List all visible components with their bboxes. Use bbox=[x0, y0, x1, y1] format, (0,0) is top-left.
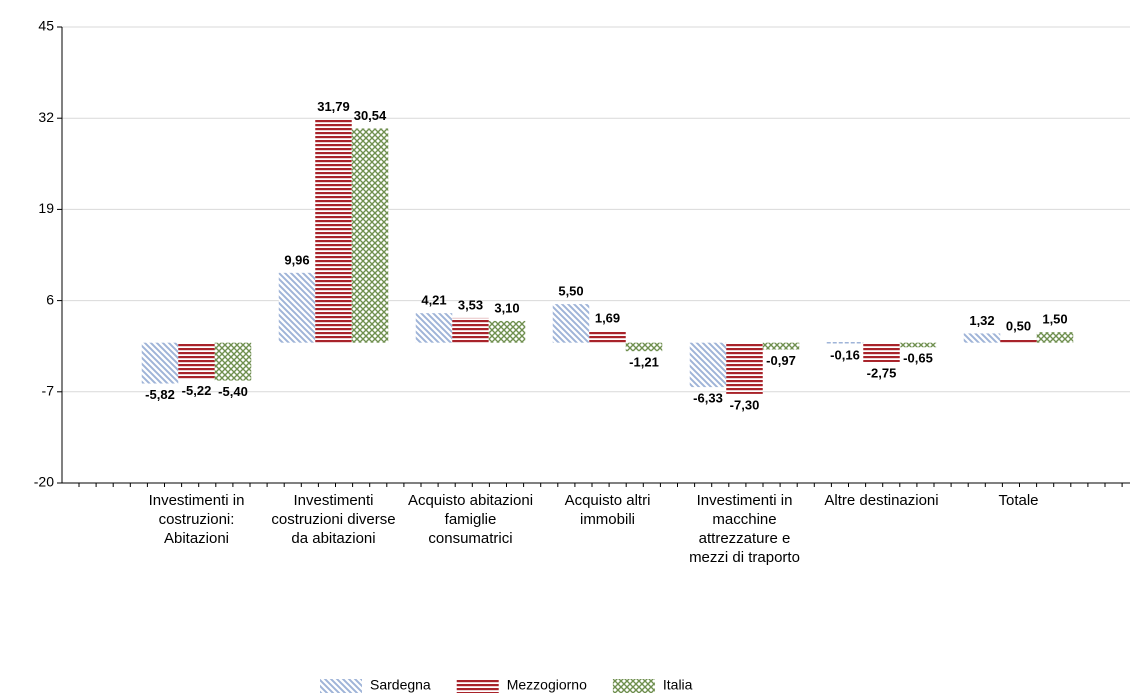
data-label: -5,40 bbox=[218, 384, 248, 399]
data-label: 31,79 bbox=[317, 99, 350, 114]
data-label: -7,30 bbox=[730, 397, 760, 412]
data-label: -6,33 bbox=[693, 391, 723, 406]
data-label: 1,69 bbox=[595, 310, 620, 325]
bar bbox=[689, 342, 727, 388]
data-label: -5,22 bbox=[182, 383, 212, 398]
data-label: 30,54 bbox=[354, 108, 387, 123]
y-tick-label: 45 bbox=[38, 18, 54, 34]
bar bbox=[552, 304, 590, 343]
data-label: -0,65 bbox=[903, 351, 933, 366]
bar bbox=[1000, 339, 1037, 343]
x-tick-label: Totale bbox=[998, 492, 1039, 509]
bar bbox=[315, 119, 352, 343]
data-label: 9,96 bbox=[284, 252, 309, 267]
bar bbox=[762, 342, 800, 350]
legend-label: Italia bbox=[663, 677, 693, 693]
y-tick-label: 6 bbox=[46, 291, 54, 307]
bar bbox=[141, 342, 179, 384]
x-tick-label: Acquisto altri immobili bbox=[564, 492, 651, 528]
data-label: 0,50 bbox=[1006, 319, 1031, 334]
legend-label: Mezzogiorno bbox=[507, 677, 587, 693]
bar bbox=[863, 342, 900, 362]
bar bbox=[214, 342, 252, 381]
x-tick-label: Altre destinazioni bbox=[824, 492, 939, 509]
data-label: 1,50 bbox=[1042, 312, 1067, 327]
data-label: -5,82 bbox=[145, 387, 175, 402]
x-tick-label: Investimenti in macchine attrezzature e … bbox=[689, 492, 800, 566]
data-label: 5,50 bbox=[558, 284, 583, 299]
data-label: 3,10 bbox=[494, 300, 519, 315]
data-label: 1,32 bbox=[969, 313, 994, 328]
bar bbox=[625, 342, 663, 352]
data-label: -1,21 bbox=[629, 355, 659, 370]
y-tick-label: 19 bbox=[38, 200, 54, 216]
data-label: -0,97 bbox=[766, 353, 796, 368]
bar bbox=[488, 320, 526, 343]
legend-label: Sardegna bbox=[370, 677, 431, 693]
data-label: -0,16 bbox=[830, 347, 860, 362]
bar bbox=[963, 333, 1001, 343]
y-tick-label: -20 bbox=[34, 474, 54, 490]
bar bbox=[1036, 332, 1074, 343]
y-tick-label: -7 bbox=[42, 383, 55, 399]
legend-swatch bbox=[456, 679, 499, 693]
legend-swatch bbox=[612, 679, 655, 693]
bar bbox=[452, 317, 489, 343]
bar bbox=[726, 342, 763, 394]
x-tick-label: Investimenti costruzioni diverse da abit… bbox=[271, 492, 396, 547]
x-tick-label: Acquisto abitazioni famiglie consumatric… bbox=[407, 492, 534, 547]
y-tick-label: 32 bbox=[38, 109, 54, 125]
data-label: 4,21 bbox=[421, 293, 446, 308]
bar bbox=[415, 313, 453, 343]
bar bbox=[899, 342, 937, 348]
legend-swatch bbox=[320, 679, 362, 693]
bar bbox=[278, 272, 316, 343]
bar bbox=[351, 128, 389, 343]
x-tick-label: Investimenti in costruzioni: Abitazioni bbox=[148, 492, 245, 547]
bar bbox=[178, 342, 215, 380]
data-label: 3,53 bbox=[458, 297, 483, 312]
data-label: -2,75 bbox=[867, 365, 897, 380]
bar bbox=[589, 330, 626, 343]
